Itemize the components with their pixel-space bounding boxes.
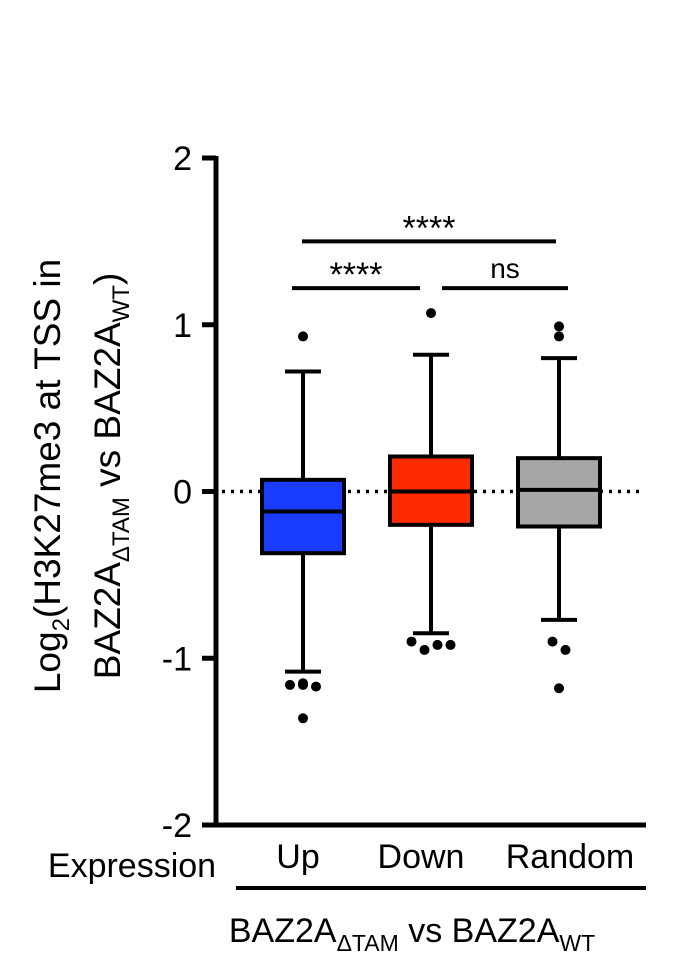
y-tick-label: 2 [173,140,192,178]
outlier-point [445,639,456,650]
outlier-point [298,713,308,724]
x-category-label-random: Random [506,838,635,876]
significance-label: ns [490,253,520,284]
y-tick-label: -2 [162,807,192,845]
outlier-point [554,331,564,342]
y-axis-title: Log2(H3K27me3 at TSS in BAZ2AΔTAM vs BAZ… [27,259,135,693]
significance-label: **** [330,256,383,294]
outlier-point [285,679,295,690]
outlier-point [406,636,417,647]
significance-label: **** [403,209,456,247]
x-axis-category-labels: Up Down Random [276,838,634,876]
outlier-point [426,308,436,319]
outlier-point [419,644,430,655]
x-category-label-down: Down [378,838,465,876]
outlier-point [547,636,558,647]
group-label: BAZ2AΔTAM vs BAZ2AWT [229,912,595,956]
box-down [388,308,474,655]
y-axis-ticks: 2 1 0 -1 -2 [162,140,216,845]
box-random [516,321,602,694]
y-tick-label: 1 [173,307,192,345]
iqr-box [260,477,346,556]
y-axis-title-line2: BAZ2AΔTAM vs BAZ2AWT) [87,273,135,680]
y-tick-label: -1 [162,640,192,678]
outlier-point [311,681,321,692]
outlier-point [554,683,564,694]
y-axis-title-line1: Log2(H3K27me3 at TSS in [27,259,75,693]
x-category-label-up: Up [276,838,319,876]
y-tick-label: 0 [173,474,192,512]
outlier-point [560,644,571,655]
iqr-box [516,456,602,529]
outlier-point [298,678,308,689]
outlier-point [554,321,564,332]
outlier-point [298,331,308,342]
significance-brackets: **** **** ns [292,209,568,294]
boxes-layer [260,308,602,724]
x-row-label: Expression [48,847,216,885]
outlier-point [432,639,443,650]
box-up [260,331,346,724]
